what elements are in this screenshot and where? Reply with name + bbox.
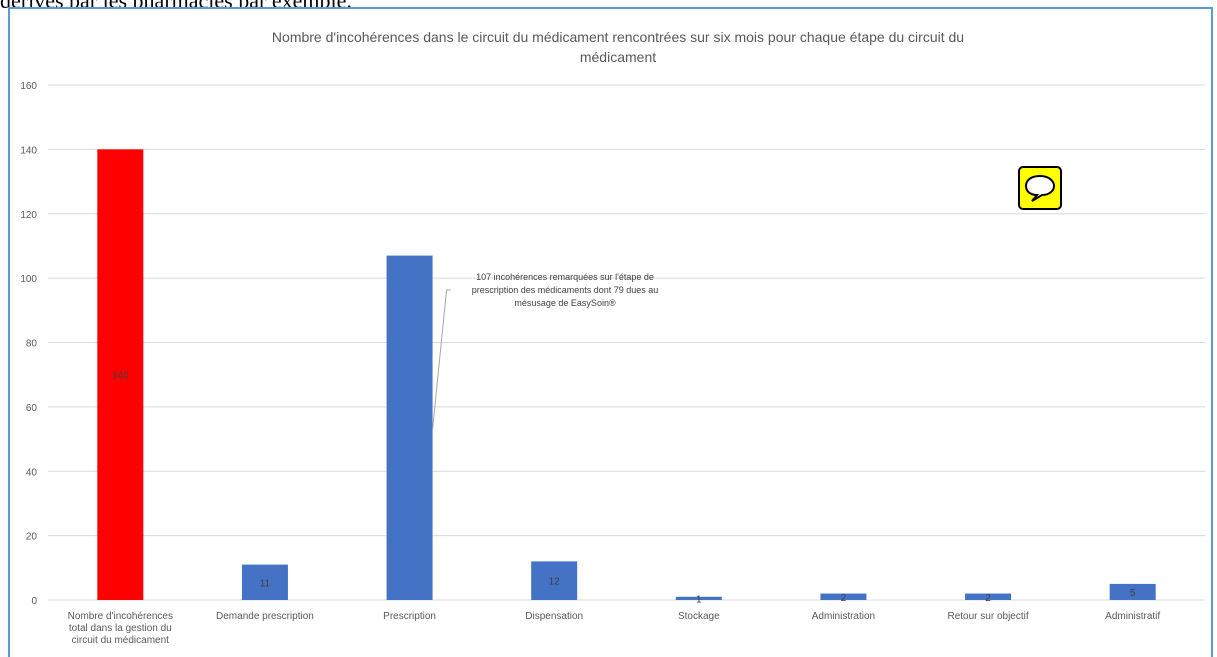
bar	[531, 561, 578, 600]
x-tick-label: Dispensation	[525, 611, 583, 622]
chart-title-line2: médicament	[580, 49, 656, 65]
y-tick-label: 20	[26, 532, 38, 543]
bar	[675, 596, 722, 600]
y-tick-label: 100	[20, 274, 37, 285]
y-tick-label: 160	[20, 81, 37, 92]
data-label: 1	[696, 594, 702, 605]
x-tick-label: Prescription	[383, 611, 436, 622]
data-label: 140	[112, 371, 129, 382]
x-tick-label: Administration	[812, 611, 875, 622]
y-tick-label: 0	[31, 596, 37, 607]
x-tick-label: Administratif	[1105, 611, 1160, 622]
bar	[386, 255, 433, 600]
bar	[97, 149, 144, 600]
bar	[1109, 583, 1156, 600]
data-label: 11	[260, 578, 271, 589]
y-tick-label: 40	[26, 467, 38, 478]
x-tick-label: circuit du médicament	[72, 635, 169, 646]
y-tick-label: 120	[20, 210, 37, 221]
x-tick-label: Demande prescription	[216, 611, 314, 622]
y-tick-label: 140	[20, 145, 37, 156]
bar	[241, 564, 288, 600]
data-label: 2	[985, 593, 991, 604]
y-tick-label: 60	[26, 403, 38, 414]
data-label: 12	[549, 577, 561, 588]
x-tick-label: Retour sur objectif	[947, 611, 1028, 622]
annotation-text: 107 incohérences remarquées sur l'étape …	[476, 272, 654, 282]
annotation-leader-line	[432, 289, 451, 430]
x-tick-label: Stockage	[678, 611, 720, 622]
bar	[965, 593, 1012, 600]
y-tick-label: 80	[26, 339, 38, 350]
annotation-text: mésusage de EasySoin®	[514, 298, 616, 308]
comment-note-icon[interactable]	[1018, 166, 1062, 210]
chart-frame	[8, 7, 1213, 657]
chart-title: Nombre d'incohérences dans le circuit du…	[272, 29, 964, 45]
x-tick-label: total dans la gestion du	[69, 623, 172, 634]
annotation-text: prescription des médicaments dont 79 due…	[472, 285, 659, 295]
data-label: 2	[841, 593, 847, 604]
bar	[820, 593, 867, 600]
data-label: 5	[1130, 588, 1136, 599]
x-tick-label: Nombre d'incohérences	[68, 611, 173, 622]
